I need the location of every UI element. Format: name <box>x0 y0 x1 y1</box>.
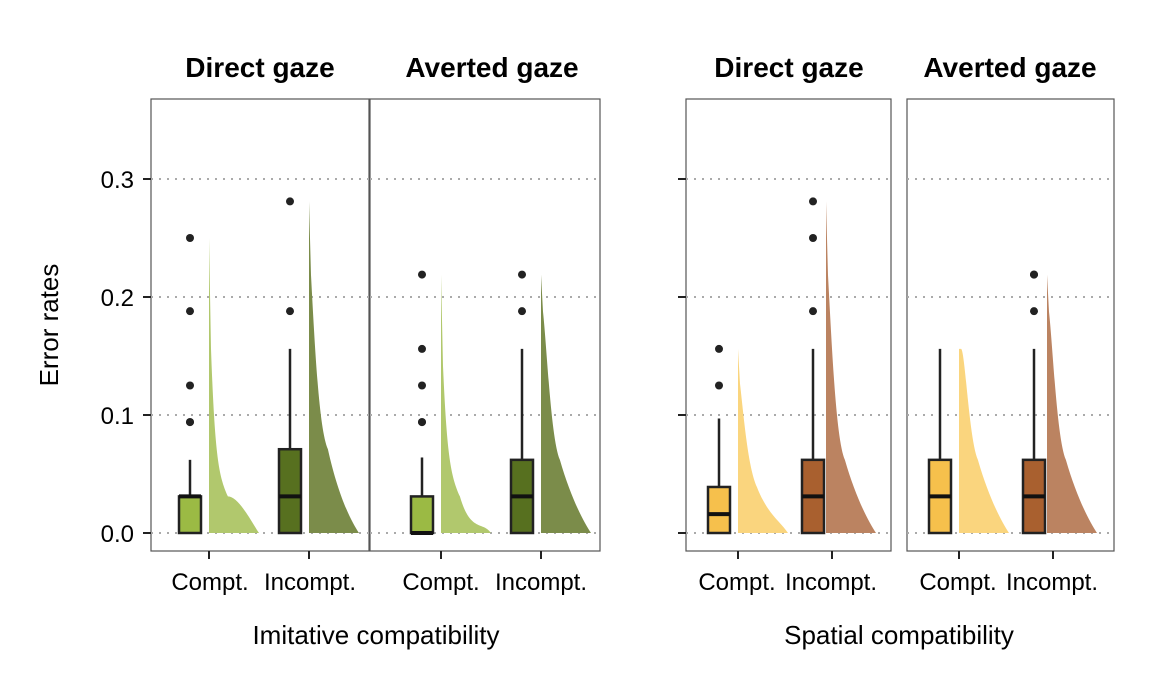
outlier-point <box>715 344 723 353</box>
x-axis-title-spatial: Spatial compatibility <box>784 620 1014 650</box>
outlier-point <box>418 418 426 427</box>
outlier-point <box>1030 270 1038 279</box>
violin-compt <box>209 238 259 533</box>
facet-title-imitative-direct: Direct gaze <box>185 52 334 83</box>
outlier-point <box>186 418 194 427</box>
facet-frame <box>685 98 892 552</box>
violin-compt <box>738 348 788 533</box>
outlier-point <box>809 307 817 316</box>
outlier-point <box>286 307 294 316</box>
facet-title-spatial-direct: Direct gaze <box>714 52 863 83</box>
x-tick-label-incompt: Incompt. <box>495 569 587 596</box>
y-tick-label: 0.2 <box>101 285 134 312</box>
outlier-point <box>809 197 817 206</box>
violin-incompt <box>541 274 591 533</box>
x-tick-label-incompt: Incompt. <box>1006 569 1098 596</box>
box-compt <box>409 495 435 535</box>
x-tick-label-incompt: Incompt. <box>264 569 356 596</box>
y-tick-label: 0.0 <box>101 521 134 548</box>
outlier-point <box>418 344 426 353</box>
violin-incompt <box>826 201 876 534</box>
outlier-point <box>715 381 723 390</box>
outlier-point <box>418 270 426 279</box>
outlier-point <box>418 381 426 390</box>
y-axis-title: Error rates <box>34 264 64 387</box>
outlier-point <box>186 381 194 390</box>
y-axis-left: 0.3 0.2 0.1 0.0 Error rates <box>34 167 134 548</box>
y-tick-label: 0.1 <box>101 403 134 430</box>
box-incompt <box>277 447 303 535</box>
x-tick-label-compt: Compt. <box>919 569 996 596</box>
box-compt <box>177 495 203 535</box>
y-tick-label: 0.3 <box>101 167 134 194</box>
outlier-point <box>186 307 194 316</box>
facet-title-spatial-averted: Averted gaze <box>923 52 1096 83</box>
box-compt <box>706 485 732 535</box>
x-axis-title-imitative: Imitative compatibility <box>252 620 499 650</box>
outlier-point <box>186 234 194 242</box>
outlier-point <box>809 234 817 242</box>
outlier-point <box>286 197 294 206</box>
x-tick-label-compt: Compt. <box>698 569 775 596</box>
outlier-point <box>518 270 526 279</box>
x-tick-label-compt: Compt. <box>402 569 479 596</box>
outlier-point <box>1030 307 1038 316</box>
violin-incompt <box>309 201 359 534</box>
x-tick-label-compt: Compt. <box>171 569 248 596</box>
violin-compt <box>441 274 491 533</box>
x-tick-label-incompt: Incompt. <box>785 569 877 596</box>
violin-incompt <box>1047 274 1097 533</box>
violin-compt <box>959 348 1009 533</box>
facet-title-imitative-averted: Averted gaze <box>405 52 578 83</box>
outlier-point <box>518 307 526 316</box>
